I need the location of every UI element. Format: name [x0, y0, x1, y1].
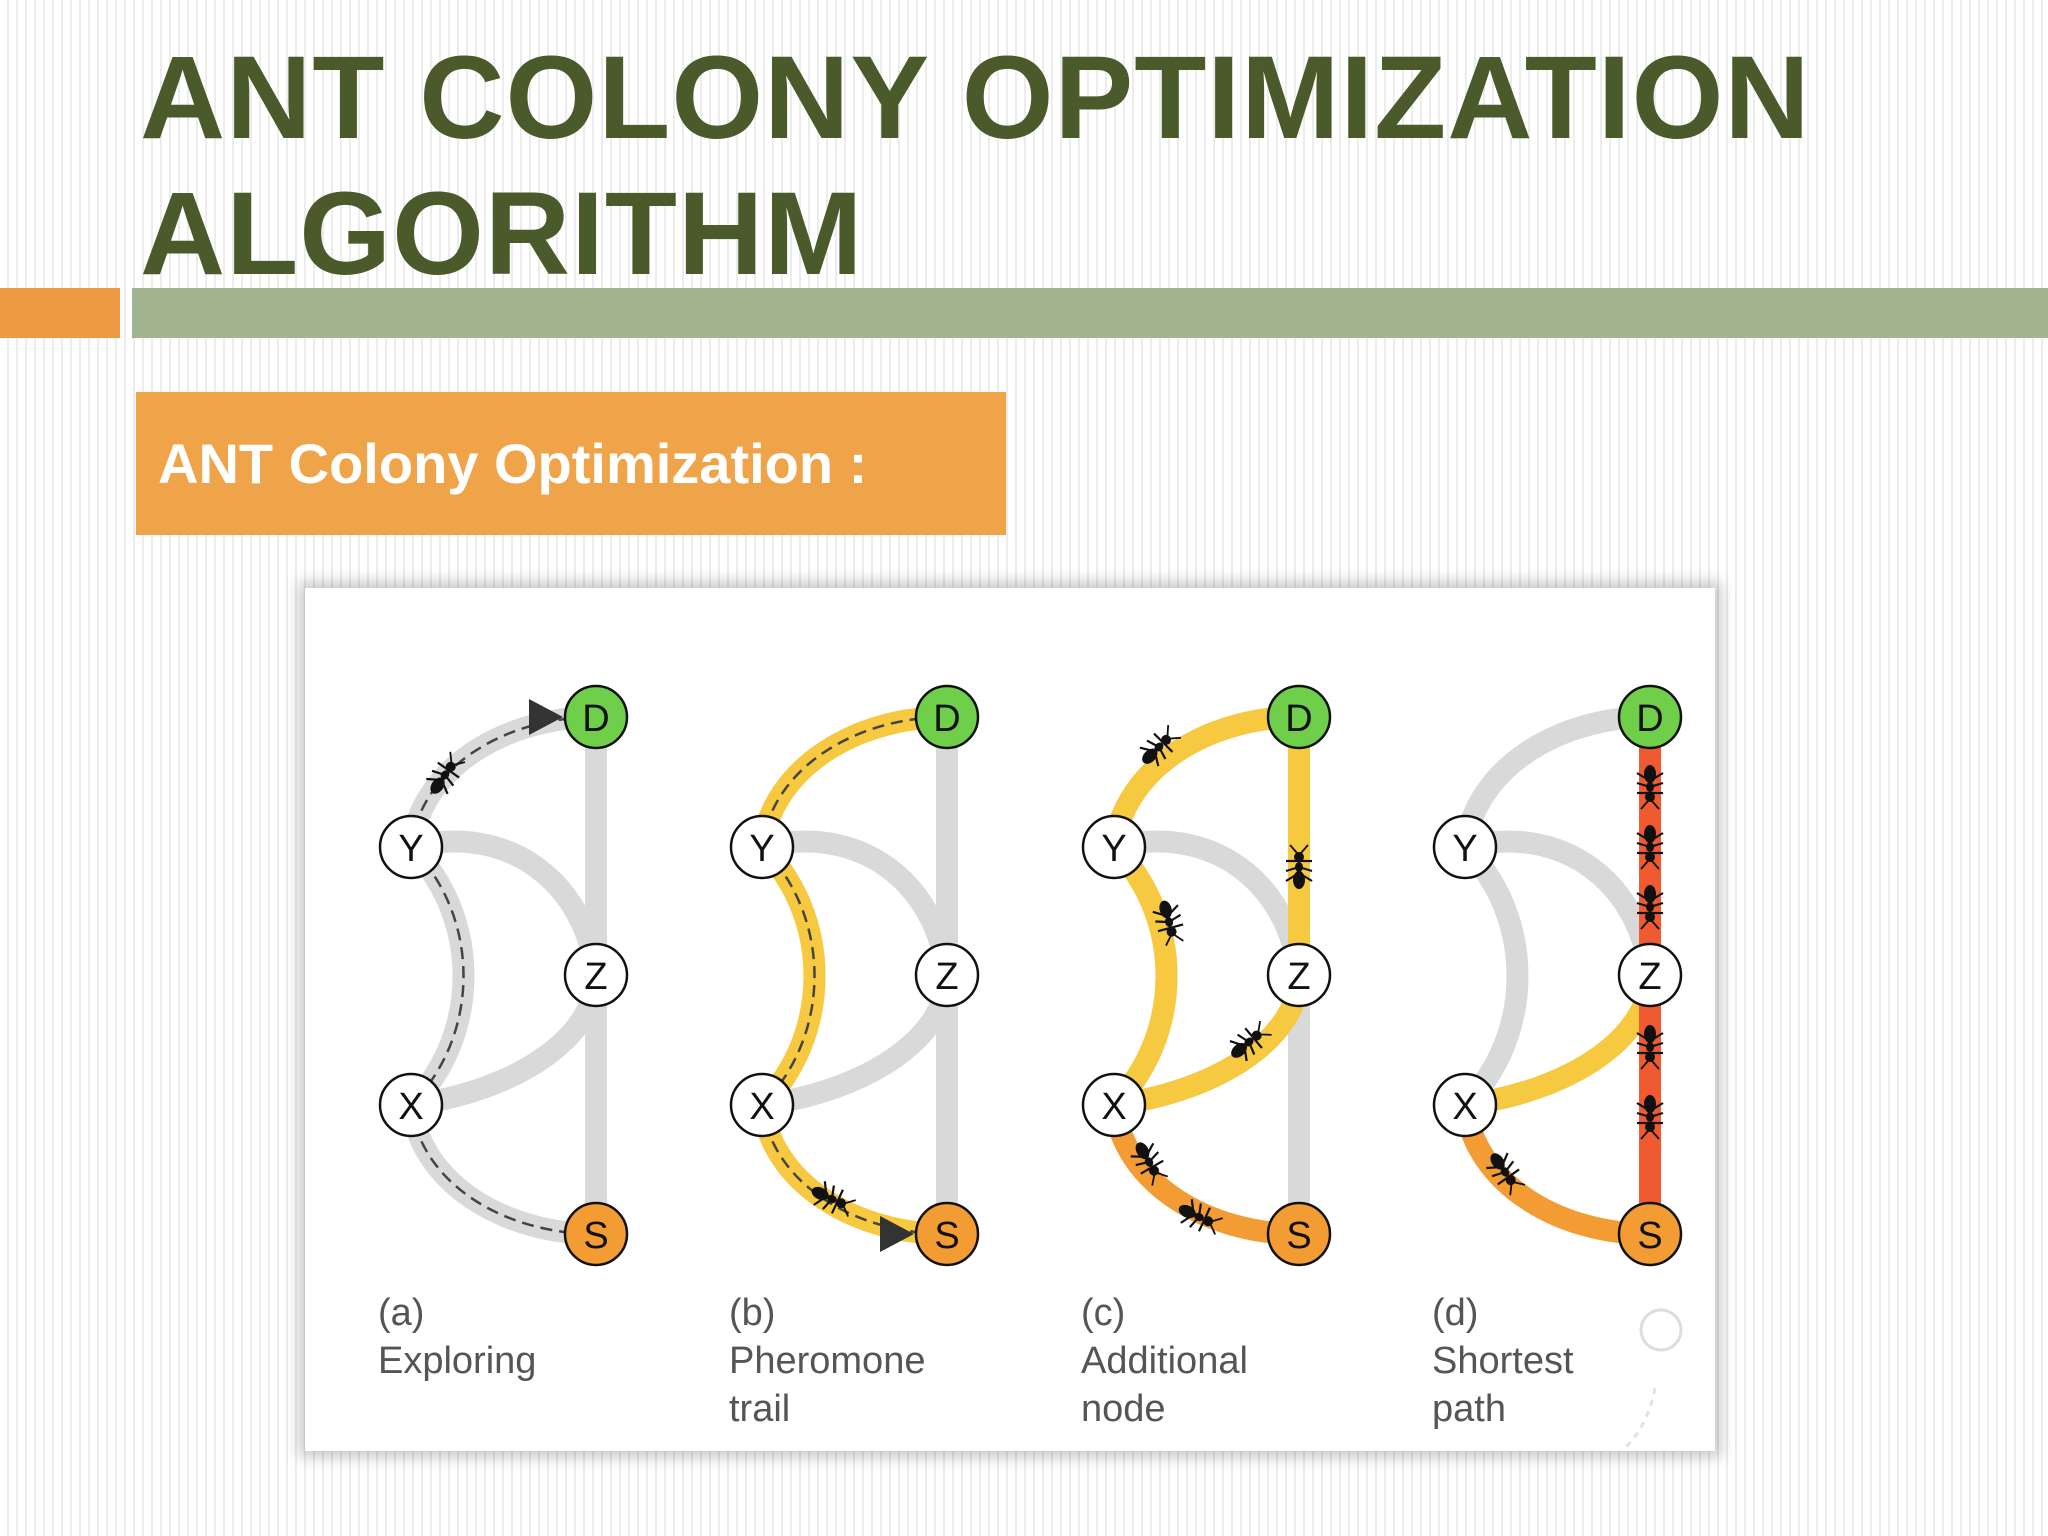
- ant-icon: [1152, 900, 1184, 946]
- faint-route-artifact: [1623, 1387, 1657, 1450]
- ant-icon: [1636, 1095, 1664, 1140]
- node-label-d: D: [582, 698, 609, 740]
- node-label-z: Z: [584, 956, 607, 998]
- node-label-s: S: [934, 1215, 959, 1257]
- pheromone-xs: [751, 1094, 958, 1245]
- node-z: [563, 942, 629, 1008]
- node-y: [1432, 814, 1498, 880]
- panel-caption-line1: Additional: [1081, 1340, 1248, 1382]
- node-z: [1266, 942, 1332, 1008]
- pheromone-yx: [1103, 836, 1178, 1116]
- slide-title: ANT COLONY OPTIMIZATION ALGORITHM: [140, 32, 1811, 300]
- panel-caption-line2: path: [1432, 1388, 1506, 1430]
- node-x: [729, 1072, 795, 1138]
- aco-figure: D Y Z X S (a) Exploring D Y Z X S (b) Pheromone trail D…: [305, 588, 1715, 1451]
- arrow-icon: [880, 1216, 914, 1252]
- route-yx: [761, 846, 816, 1106]
- node-y: [1081, 814, 1147, 880]
- node-d: [563, 684, 629, 750]
- node-label-s: S: [583, 1215, 608, 1257]
- node-label-y: Y: [749, 828, 774, 870]
- ant-icon: [1285, 844, 1313, 889]
- faint-node-artifact: [1639, 1308, 1683, 1352]
- subtitle-text: ANT Colony Optimization :: [158, 432, 868, 495]
- panel-2: D Y Z X S (b) Pheromone trail: [729, 684, 980, 1430]
- node-z: [1617, 942, 1683, 1008]
- node-x: [1432, 1072, 1498, 1138]
- node-label-x: X: [398, 1086, 423, 1128]
- ant-icon: [1130, 1142, 1169, 1186]
- node-label-z: Z: [935, 956, 958, 998]
- node-d: [1617, 684, 1683, 750]
- track-yx: [400, 836, 475, 1116]
- track-xs: [400, 1094, 607, 1245]
- panel-tag: (b): [729, 1292, 775, 1334]
- node-s: [563, 1201, 629, 1267]
- node-s: [914, 1201, 980, 1267]
- ant-icon: [1229, 1020, 1272, 1062]
- pheromone-yd: [1103, 706, 1310, 858]
- node-label-s: S: [1637, 1215, 1662, 1257]
- node-x: [378, 1072, 444, 1138]
- ant-icon: [1636, 1025, 1664, 1070]
- arrow-icon: [529, 699, 563, 735]
- track-yx: [1454, 836, 1529, 1116]
- node-s: [1617, 1201, 1683, 1267]
- node-label-s: S: [1286, 1215, 1311, 1257]
- node-y: [729, 814, 795, 880]
- node-label-z: Z: [1287, 956, 1310, 998]
- ant-icon: [811, 1181, 856, 1217]
- pheromone-xs: [1454, 1094, 1661, 1245]
- panel-tag: (c): [1081, 1292, 1125, 1334]
- node-label-y: Y: [1452, 828, 1477, 870]
- ant-icon: [1139, 725, 1181, 767]
- ant-icon: [1636, 765, 1664, 810]
- panel-tag: (a): [378, 1292, 424, 1334]
- node-label-d: D: [1636, 698, 1663, 740]
- panel-1: D Y Z X S (a) Exploring: [378, 684, 629, 1382]
- panel-caption-line2: node: [1081, 1388, 1166, 1430]
- panel-4: D Y Z X S (d) Shortest path: [1432, 684, 1683, 1430]
- ant-icon: [426, 751, 466, 795]
- pheromone-yd: [751, 706, 958, 858]
- node-d: [914, 684, 980, 750]
- pheromone-yx: [751, 836, 826, 1116]
- node-label-x: X: [749, 1086, 774, 1128]
- panel-caption-line1: Shortest: [1432, 1340, 1574, 1382]
- aco-diagram: DYZXS(a)ExploringDYZXS(b)PheromonetrailD…: [378, 684, 1683, 1450]
- ant-icon: [1486, 1152, 1526, 1196]
- panel-3: D Y Z X S (c) Additional node: [1081, 684, 1332, 1430]
- node-label-y: Y: [398, 828, 423, 870]
- panel-caption-line1: Pheromone: [729, 1340, 925, 1382]
- panel-caption-line2: trail: [729, 1388, 790, 1430]
- node-label-x: X: [1101, 1086, 1126, 1128]
- subtitle-box: ANT Colony Optimization :: [136, 392, 1006, 535]
- node-label-z: Z: [1638, 956, 1661, 998]
- ant-icon: [1636, 825, 1664, 870]
- ant-icon: [1178, 1199, 1223, 1235]
- node-label-d: D: [933, 698, 960, 740]
- node-d: [1266, 684, 1332, 750]
- node-x: [1081, 1072, 1147, 1138]
- panel-tag: (d): [1432, 1292, 1478, 1334]
- node-s: [1266, 1201, 1332, 1267]
- node-y: [378, 814, 444, 880]
- node-label-d: D: [1285, 698, 1312, 740]
- track-yd: [1454, 706, 1661, 858]
- route-yx: [410, 846, 465, 1106]
- title-rule-accent: [0, 288, 120, 338]
- ant-icon: [1636, 885, 1664, 930]
- node-z: [914, 942, 980, 1008]
- node-label-y: Y: [1101, 828, 1126, 870]
- title-rule: [132, 288, 2048, 338]
- panel-caption-line1: Exploring: [378, 1340, 536, 1382]
- node-label-x: X: [1452, 1086, 1477, 1128]
